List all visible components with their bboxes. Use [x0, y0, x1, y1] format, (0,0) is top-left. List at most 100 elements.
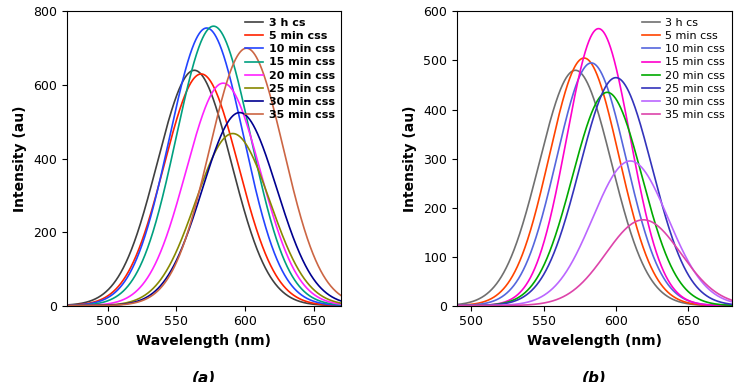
3 h cs [460, 301, 469, 306]
35 min css [460, 303, 469, 308]
15 min css [97, 301, 106, 305]
5 min css [97, 297, 106, 302]
15 min css [171, 136, 180, 140]
15 min css [392, 303, 401, 308]
Line: 35 min css: 35 min css [39, 48, 396, 306]
15 min css [539, 243, 548, 247]
10 min css [587, 61, 596, 65]
20 min css [171, 204, 180, 209]
15 min css [437, 303, 446, 308]
3 h cs [97, 293, 106, 298]
30 min css [187, 220, 196, 225]
30 min css [437, 303, 446, 308]
25 min css [171, 250, 180, 254]
3 h cs [385, 303, 394, 308]
25 min css [395, 303, 403, 308]
10 min css [539, 210, 548, 215]
25 min css [187, 210, 196, 215]
15 min css [347, 303, 355, 308]
25 min css [539, 273, 548, 278]
25 min css [460, 303, 469, 308]
5 min css [75, 302, 84, 307]
Y-axis label: Intensity (au): Intensity (au) [403, 105, 418, 212]
35 min css [437, 303, 446, 308]
35 min css [171, 261, 180, 265]
20 min css [460, 303, 469, 308]
3 h cs [539, 145, 548, 150]
3 h cs [571, 68, 580, 73]
Line: 35 min css: 35 min css [399, 220, 739, 306]
35 min css [75, 303, 84, 308]
10 min css [392, 303, 401, 308]
35 min css [639, 217, 648, 222]
3 h cs [171, 95, 180, 99]
25 min css [611, 75, 620, 80]
10 min css [385, 303, 394, 308]
10 min css [723, 303, 732, 308]
Line: 25 min css: 25 min css [39, 134, 396, 306]
10 min css [395, 303, 403, 308]
25 min css [347, 302, 355, 307]
Line: 3 h cs: 3 h cs [399, 70, 739, 306]
30 min css [171, 259, 180, 264]
Line: 30 min css: 30 min css [399, 161, 739, 306]
Line: 15 min css: 15 min css [39, 26, 396, 306]
5 min css [539, 180, 548, 185]
30 min css [460, 303, 469, 308]
35 min css [539, 301, 548, 306]
Line: 10 min css: 10 min css [399, 63, 739, 306]
5 min css [187, 79, 196, 84]
5 min css [385, 303, 394, 308]
10 min css [202, 26, 211, 30]
25 min css [35, 303, 44, 308]
5 min css [723, 303, 732, 308]
3 h cs [723, 303, 732, 308]
20 min css [97, 302, 106, 307]
25 min css [228, 131, 237, 136]
10 min css [171, 106, 180, 110]
5 min css [171, 119, 180, 124]
35 min css [392, 303, 401, 308]
3 h cs [437, 303, 446, 308]
20 min css [35, 303, 44, 308]
15 min css [187, 69, 196, 74]
X-axis label: Wavelength (nm): Wavelength (nm) [527, 334, 661, 348]
35 min css [187, 218, 196, 222]
5 min css [392, 303, 401, 308]
3 h cs [555, 90, 564, 94]
5 min css [579, 56, 588, 60]
30 min css [723, 298, 732, 303]
30 min css [385, 303, 394, 308]
Legend: 3 h cs, 5 min css, 10 min css, 15 min css, 20 min css, 25 min css, 30 min css, 3: 3 h cs, 5 min css, 10 min css, 15 min cs… [244, 17, 336, 121]
20 min css [187, 149, 196, 153]
15 min css [209, 24, 218, 29]
20 min css [347, 303, 355, 307]
25 min css [555, 236, 564, 241]
35 min css [97, 303, 106, 308]
15 min css [35, 303, 44, 308]
30 min css [97, 303, 106, 308]
25 min css [385, 303, 394, 308]
Legend: 3 h cs, 5 min css, 10 min css, 15 min css, 20 min css, 25 min css, 30 min css, 3: 3 h cs, 5 min css, 10 min css, 15 min cs… [641, 17, 726, 121]
15 min css [594, 26, 603, 31]
3 h cs [187, 69, 196, 73]
5 min css [437, 303, 446, 308]
20 min css [437, 303, 446, 308]
3 h cs [395, 303, 403, 308]
5 min css [395, 303, 403, 308]
25 min css [723, 301, 732, 306]
30 min css [235, 110, 244, 115]
15 min css [385, 303, 394, 308]
Y-axis label: Intensity (au): Intensity (au) [13, 105, 27, 212]
Line: 5 min css: 5 min css [39, 74, 396, 306]
Line: 5 min css: 5 min css [399, 58, 739, 306]
25 min css [75, 303, 84, 308]
15 min css [555, 173, 564, 178]
Text: (a): (a) [192, 370, 216, 382]
X-axis label: Wavelength (nm): Wavelength (nm) [137, 334, 271, 348]
Line: 30 min css: 30 min css [39, 113, 396, 306]
Line: 10 min css: 10 min css [39, 28, 396, 306]
25 min css [392, 303, 401, 308]
10 min css [187, 48, 196, 52]
35 min css [723, 296, 732, 301]
